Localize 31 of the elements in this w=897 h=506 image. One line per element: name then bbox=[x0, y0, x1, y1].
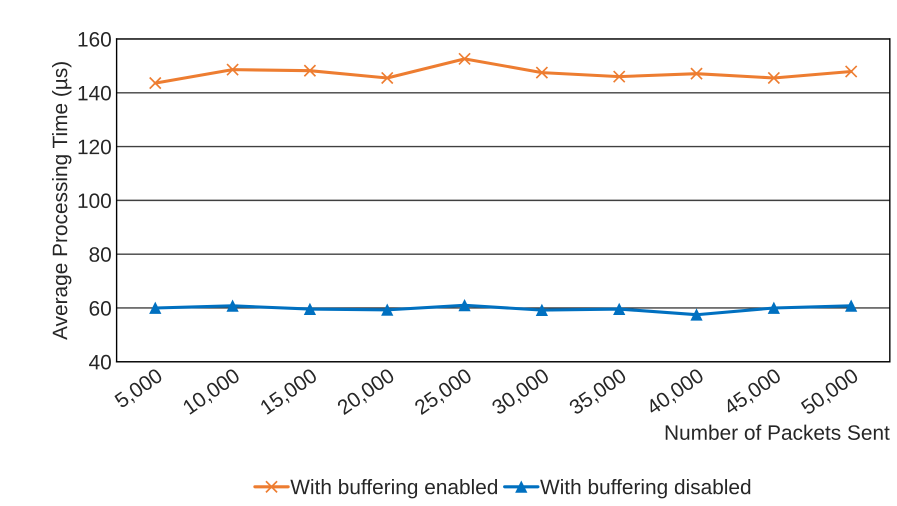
point bbox=[149, 302, 162, 314]
point bbox=[844, 65, 858, 78]
point bbox=[690, 67, 703, 80]
point bbox=[458, 52, 471, 66]
y-tick-label: 100 bbox=[78, 193, 111, 208]
point bbox=[304, 303, 316, 315]
point bbox=[148, 76, 162, 90]
point bbox=[767, 72, 780, 84]
y-tick-label: 120 bbox=[78, 140, 111, 154]
point bbox=[226, 300, 238, 312]
y-tick-label: 40 bbox=[89, 354, 111, 370]
point bbox=[845, 300, 858, 312]
point bbox=[381, 304, 394, 316]
y-tick-label: 160 bbox=[78, 32, 111, 47]
legend-label: With buffering disabled bbox=[540, 479, 750, 498]
point bbox=[612, 70, 626, 84]
legend-label: With buffering enabled bbox=[290, 479, 498, 498]
point bbox=[535, 66, 548, 79]
point bbox=[458, 299, 470, 312]
point bbox=[380, 72, 394, 84]
y-tick-label: 140 bbox=[78, 86, 111, 101]
point bbox=[613, 303, 626, 315]
y-tick-label: 80 bbox=[89, 247, 111, 262]
point bbox=[304, 64, 316, 78]
x-axis-title: Number of Packets Sent bbox=[666, 424, 890, 440]
y-tick-label: 60 bbox=[90, 300, 111, 316]
point bbox=[768, 302, 780, 314]
point bbox=[536, 304, 548, 316]
point bbox=[226, 63, 239, 76]
y-axis-title: Average Processing Time (µs) bbox=[52, 62, 72, 340]
point bbox=[690, 308, 702, 321]
